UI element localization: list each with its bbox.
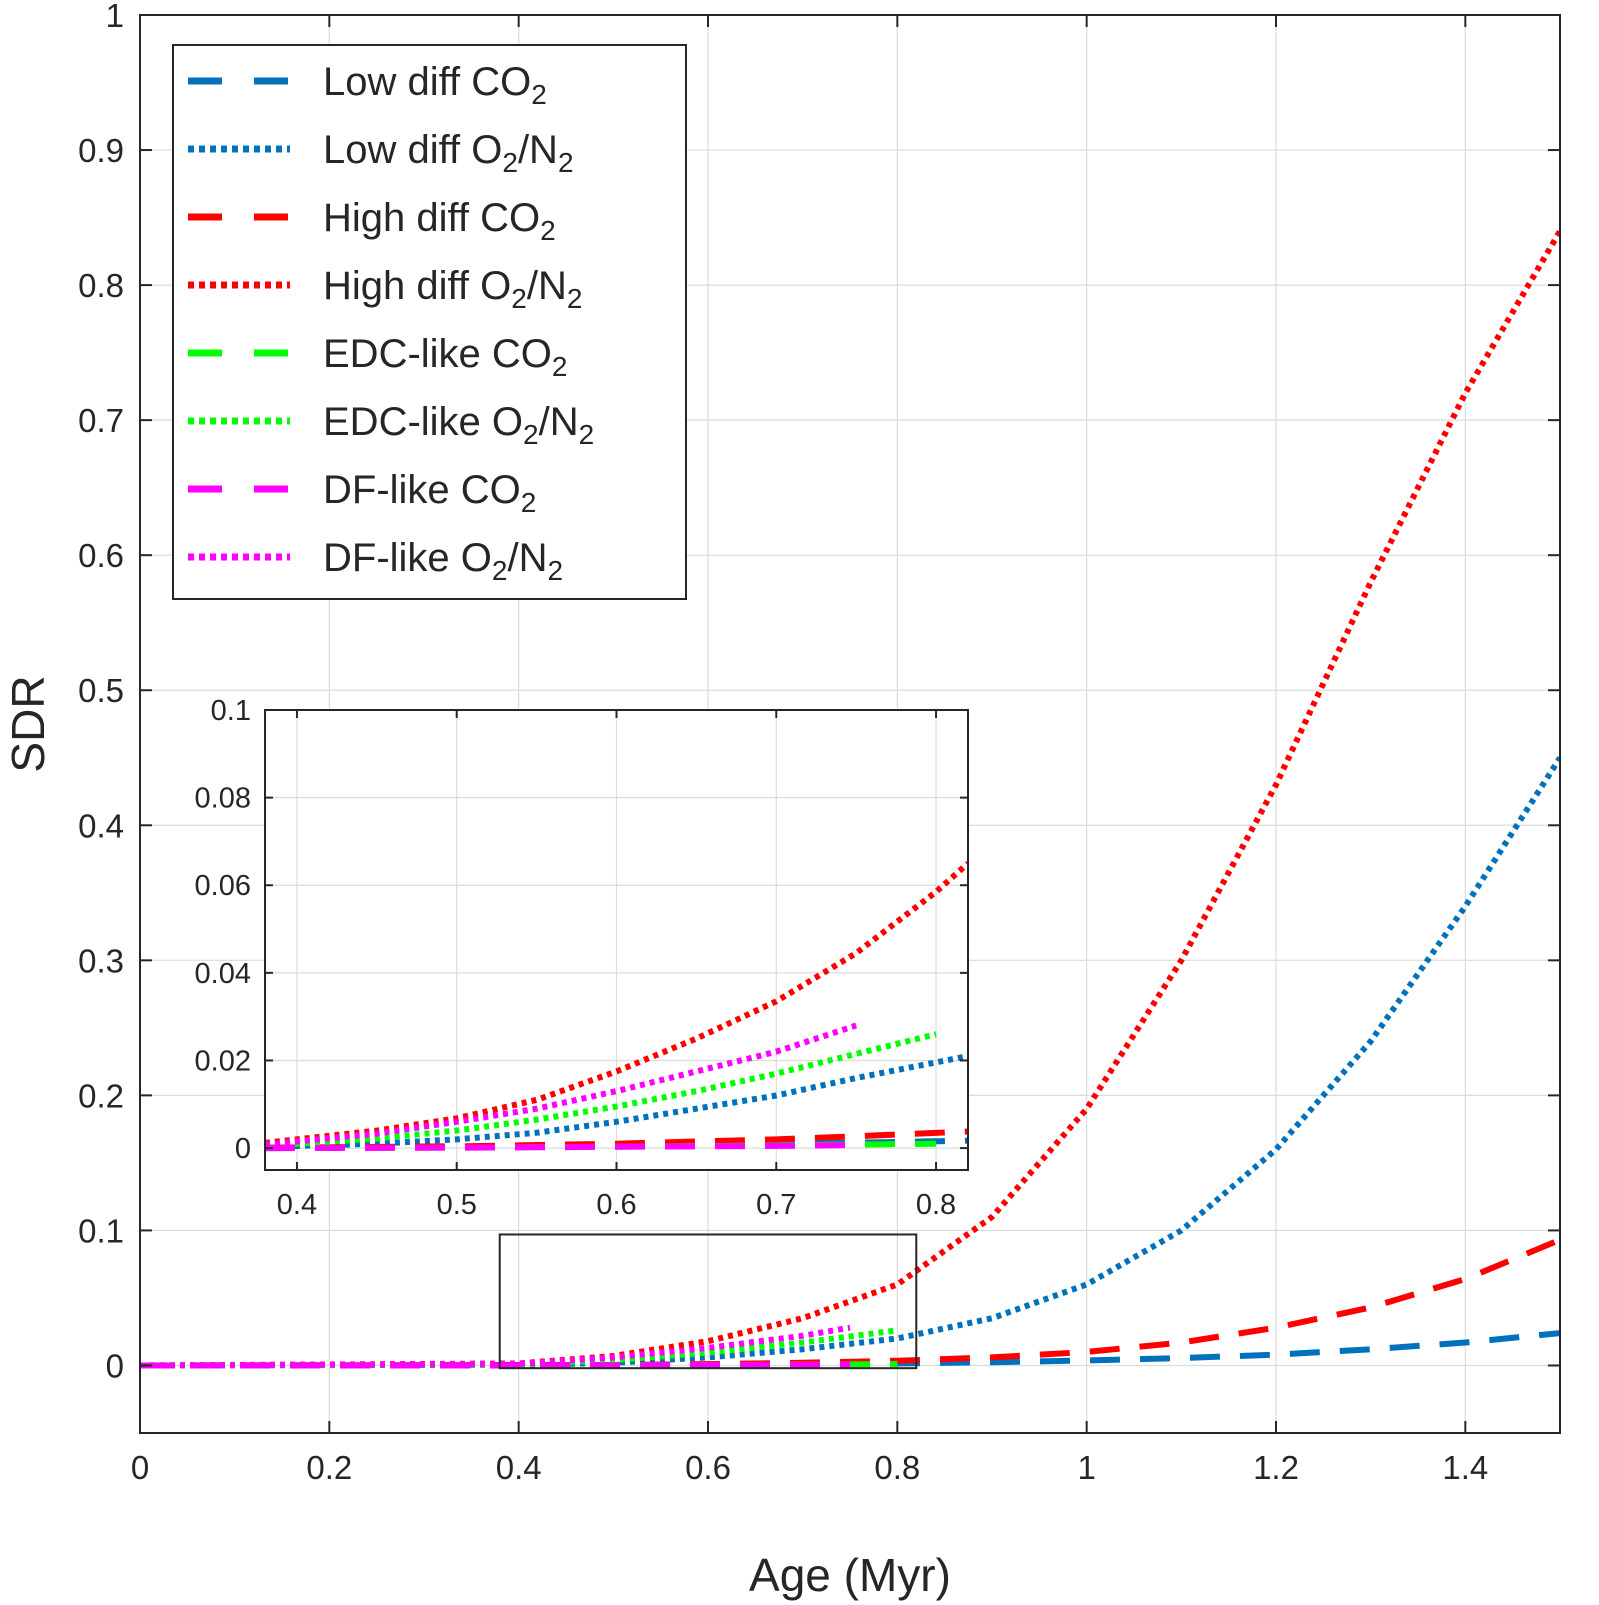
inset-y-tick-label: 0.04 xyxy=(195,958,251,990)
inset-x-tick-label: 0.4 xyxy=(277,1189,317,1221)
inset-series-group xyxy=(265,861,968,1152)
legend-label: Low diff O2/N2 xyxy=(323,128,574,178)
y-tick-label: 0.9 xyxy=(78,132,124,169)
x-tick-label: 1 xyxy=(1077,1449,1095,1486)
y-tick-label: 0.4 xyxy=(78,807,124,844)
zoom-rectangle xyxy=(498,1233,918,1370)
inset-zoom-chart: 0.4 0.5 0.6 0.7 0.8 0 0.02 0.04 0.06 0.08 0.1 xyxy=(195,695,969,1221)
main-series-line-7 xyxy=(140,1361,851,1369)
x-tick-label: 1.2 xyxy=(1253,1449,1299,1486)
main-axes-frame xyxy=(139,14,1561,1434)
y-tick-label: 0 xyxy=(106,1347,124,1384)
main-axis-ticks: 0 0.2 0.4 0.6 0.8 1 1.2 1.400.10.20.30.40.50.60… xyxy=(78,0,1560,1486)
main-series-line-6 xyxy=(140,1327,898,1369)
main-series-group xyxy=(140,229,1560,1369)
legend-label: Low diff CO2 xyxy=(323,60,547,110)
y-tick-label: 0.7 xyxy=(78,402,124,439)
y-tick-label: 0.5 xyxy=(78,672,124,709)
inset-series-line-8 xyxy=(265,1022,858,1148)
legend-label: DF-like O2/N2 xyxy=(323,536,563,586)
legend-box xyxy=(172,44,687,600)
inset-y-tick-label: 0.06 xyxy=(195,870,251,902)
y-tick-label: 0.2 xyxy=(78,1077,124,1114)
inset-series-line-2 xyxy=(265,1053,968,1150)
inset-x-tick-label: 0.7 xyxy=(756,1189,796,1221)
legend-label: EDC-like O2/N2 xyxy=(323,400,594,450)
inset-y-tick-label: 0.1 xyxy=(211,695,251,727)
inset-y-tick-label: 0.02 xyxy=(195,1045,251,1077)
x-tick-label: 0 xyxy=(131,1449,149,1486)
y-tick-label: 0.6 xyxy=(78,537,124,574)
inset-x-tick-label: 0.8 xyxy=(916,1189,956,1221)
x-tick-label: 0.4 xyxy=(496,1449,542,1486)
legend-label: EDC-like CO2 xyxy=(323,332,567,382)
inset-x-tick-label: 0.6 xyxy=(596,1189,636,1221)
main-series-line-8 xyxy=(140,1324,851,1369)
y-tick-label: 0.8 xyxy=(78,267,124,304)
legend-label: DF-like CO2 xyxy=(323,468,536,518)
inset-series-line-6 xyxy=(265,1031,937,1149)
legend: Low diff CO2 Low diff O2/N2 High diff CO2 H… xyxy=(172,44,687,600)
inset-series-line-4 xyxy=(265,861,968,1146)
x-tick-label: 1.4 xyxy=(1442,1449,1488,1486)
legend-label: High diff O2/N2 xyxy=(323,264,582,314)
x-axis-title: Age (Myr) xyxy=(749,1549,951,1601)
x-tick-label: 0.6 xyxy=(685,1449,731,1486)
y-tick-label: 1 xyxy=(106,0,124,34)
inset-axis-ticks: 0.4 0.5 0.6 0.7 0.8 0 0.02 0.04 0.06 0.08 0.1 xyxy=(195,695,968,1221)
y-tick-label: 0.1 xyxy=(78,1212,124,1249)
x-tick-label: 0.8 xyxy=(874,1449,920,1486)
y-tick-label: 0.3 xyxy=(78,942,124,979)
inset-x-tick-label: 0.5 xyxy=(437,1189,477,1221)
legend-label: High diff CO2 xyxy=(323,196,556,246)
y-axis-title: SDR xyxy=(2,675,54,772)
zoom-region-box xyxy=(498,1233,918,1370)
inset-y-tick-label: 0.08 xyxy=(195,783,251,815)
inset-y-tick-label: 0 xyxy=(235,1133,251,1165)
x-tick-label: 0.2 xyxy=(306,1449,352,1486)
inset-series-line-7 xyxy=(265,1142,857,1152)
